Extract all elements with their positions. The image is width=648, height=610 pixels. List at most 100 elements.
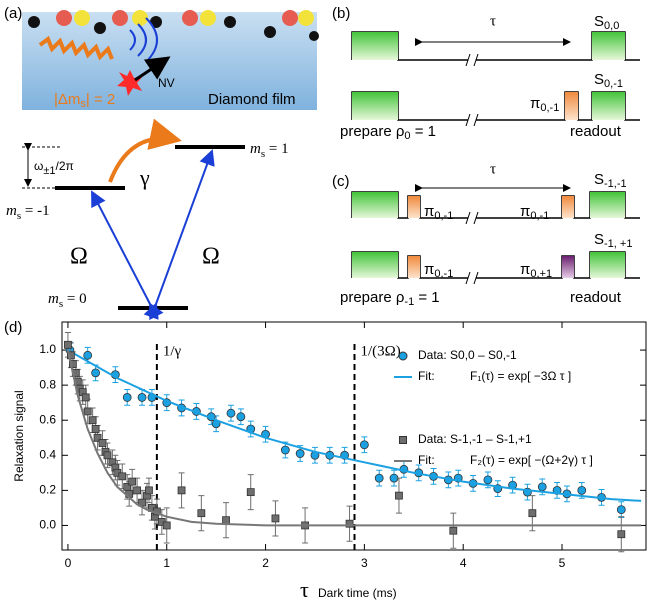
data-point <box>197 509 206 518</box>
data-point <box>68 360 77 368</box>
data-point <box>91 425 100 433</box>
break <box>465 113 479 127</box>
panel-a: NV |Δms| = 2 Diamond film (a) ω±1/2π γ m… <box>4 5 319 321</box>
panel-label: (d) <box>4 319 22 336</box>
laser-pulse <box>352 92 398 120</box>
data-point <box>122 393 132 402</box>
signal-label: S0,-1 <box>594 71 623 90</box>
legend-label: Fit: <box>418 369 435 383</box>
data-point <box>617 530 626 539</box>
panel-c: (c) τ S-1,-1 π0,-1 π0,-1 S-1, +1 π0,-1 π… <box>332 161 640 308</box>
data-point <box>91 368 100 378</box>
data-point <box>295 449 305 458</box>
tau: τ <box>490 13 496 29</box>
omega-arrow <box>143 149 215 320</box>
nv-center <box>117 70 143 96</box>
data-point <box>528 509 537 518</box>
pi-label: π0,+1 <box>520 261 552 280</box>
prepare: prepare ρ0 = 1 <box>340 123 436 142</box>
data-point <box>81 393 90 402</box>
data-point <box>577 485 587 495</box>
panel-b: (b) τ S0,0 S0,-1 π0,-1 prepare ρ0 = 1 re… <box>332 5 640 142</box>
splitting: ω±1/2π <box>34 159 74 177</box>
surface-charges <box>28 10 319 41</box>
film-label: Diamond film <box>208 91 296 108</box>
data-point <box>449 526 458 535</box>
level-label: ms = -1 <box>6 203 50 221</box>
laser-pulse <box>592 32 625 60</box>
nv-label: NV <box>158 76 175 90</box>
legend-label: Data: S-1,-1 – S-1,+1 <box>418 432 532 446</box>
legend-label: Fit: <box>418 453 435 467</box>
x-axis-symbol: τ <box>300 577 309 602</box>
signal-label: S-1,-1 <box>594 171 627 190</box>
laser-pulse <box>590 252 625 278</box>
fit-line <box>66 349 642 527</box>
data-point <box>162 521 171 530</box>
break <box>465 211 479 225</box>
x-tick-label: 3 <box>361 556 368 570</box>
data-point <box>271 514 280 523</box>
data-point <box>177 486 186 495</box>
fit-line <box>67 349 642 502</box>
panel-label: (b) <box>332 5 350 22</box>
break <box>465 53 479 67</box>
legend-formula: F₂(τ) = exp[ −(Ω+2γ) τ ] <box>470 453 593 467</box>
readout: readout <box>570 289 622 306</box>
reference-label: 1/γ <box>163 343 182 359</box>
omega: Ω <box>70 244 88 270</box>
data-point <box>133 486 141 495</box>
prepare: prepare ρ-1 = 1 <box>340 289 440 308</box>
mw-pulse <box>562 256 574 278</box>
omega-arrow <box>91 190 164 321</box>
x-tick-label: 0 <box>65 556 72 570</box>
gamma-arrow <box>108 118 182 183</box>
data-point <box>66 351 75 360</box>
data-point <box>616 505 626 515</box>
magnetic-noise <box>38 35 114 61</box>
data-point <box>83 407 92 416</box>
laser-pulse <box>352 192 398 218</box>
signal-label: S0,0 <box>594 13 619 32</box>
pi-label: π0,-1 <box>530 95 559 114</box>
break <box>465 271 479 285</box>
y-tick-label: 0.4 <box>39 447 56 461</box>
level-label: ms = 0 <box>48 291 87 309</box>
nv-axis <box>134 56 171 82</box>
x-tick-label: 4 <box>460 556 467 570</box>
data-point <box>64 340 72 349</box>
legend-marker <box>399 436 407 444</box>
y-tick-label: 0.2 <box>39 483 56 497</box>
y-tick-label: 1.0 <box>39 342 56 356</box>
data-point <box>280 445 290 455</box>
y-tick-label: 0.0 <box>39 518 56 532</box>
data-point <box>483 475 493 485</box>
mw-pulse <box>562 196 574 218</box>
data-point <box>374 473 384 483</box>
data-point <box>118 472 127 481</box>
data-point <box>246 488 255 497</box>
data-point <box>103 451 112 460</box>
level-label: ms = 1 <box>250 141 289 159</box>
mw-pulse <box>408 196 420 218</box>
mw-pulse <box>408 256 420 278</box>
panel-label: (c) <box>332 173 350 190</box>
laser-pulse <box>352 252 398 278</box>
data-point <box>137 393 147 402</box>
mw-pulse <box>565 92 578 120</box>
legend-formula: F₁(τ) = exp[ −3Ω τ ] <box>470 369 571 383</box>
legend-marker <box>398 351 408 361</box>
x-tick-label: 2 <box>262 556 269 570</box>
laser-pulse <box>592 92 625 120</box>
y-tick-label: 0.6 <box>39 412 56 426</box>
y-axis-label: Relaxation signal <box>12 390 26 481</box>
omega: Ω <box>202 244 220 270</box>
data-point <box>359 440 369 450</box>
data-point <box>222 516 230 525</box>
x-axis-label: Dark time (ms) <box>318 586 397 600</box>
data-point <box>537 482 547 492</box>
pi-label: π0,-1 <box>424 203 453 222</box>
panel-label: (a) <box>4 5 22 22</box>
